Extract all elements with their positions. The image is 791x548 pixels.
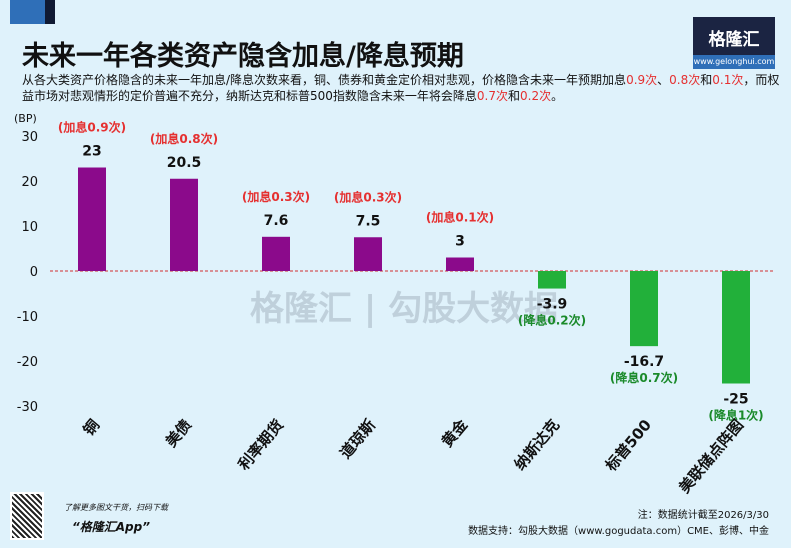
annotation: (加息0.3次) [242, 189, 310, 204]
annotation: (降息1次) [708, 408, 763, 423]
y-tick-label: 20 [21, 175, 38, 190]
y-tick-label: 30 [21, 130, 38, 145]
data-label: -3.9 [537, 297, 568, 313]
annotation: (加息0.1次) [426, 210, 494, 225]
annotation: (加息0.8次) [150, 131, 218, 146]
subtitle: 从各大类资产价格隐含的未来一年加息/降息次数来看，铜、债券和黄金定价相对悲观，价… [22, 73, 780, 103]
y-tick-label: -30 [17, 400, 38, 415]
corner-decoration [45, 0, 55, 24]
x-tick-label: 美联储点阵图 [675, 416, 747, 497]
data-label: 23 [82, 144, 101, 160]
data-source: 数据支持：勾股大数据（www.gogudata.com）CME、彭博、中金 [468, 526, 769, 537]
bar [630, 271, 658, 347]
x-tick-label: 铜 [80, 416, 103, 439]
data-label: -16.7 [624, 354, 664, 370]
y-tick-label: -10 [17, 310, 38, 325]
x-tick-label: 标普500 [601, 416, 655, 475]
data-label: 20.5 [167, 155, 202, 171]
bar [354, 237, 382, 271]
data-note: 注：数据统计截至2026/3/30 [637, 510, 769, 521]
y-tick-label: -20 [17, 355, 38, 370]
x-tick-label: 美债 [162, 416, 195, 451]
x-tick-label: 黄金 [438, 415, 472, 450]
qr-code [10, 492, 44, 540]
x-tick-label: 纳斯达克 [511, 416, 563, 474]
qr-caption: 了解更多图文干货，扫码下载 [64, 503, 168, 512]
annotation: (加息0.9次) [58, 120, 126, 135]
x-tick-label: 利率期货 [235, 416, 287, 474]
page-title: 未来一年各类资产隐含加息/降息预期 [22, 41, 464, 72]
bar [538, 271, 566, 289]
data-label: 7.5 [356, 213, 381, 229]
bar [446, 257, 474, 271]
annotation: (降息0.2次) [518, 313, 586, 328]
bar [262, 236, 290, 271]
app-name: “格隆汇App” [72, 520, 150, 534]
data-label: -25 [723, 392, 748, 408]
y-tick-label: 10 [21, 220, 38, 235]
annotation: (降息0.7次) [610, 370, 678, 385]
bar [722, 271, 750, 384]
data-label: 3 [455, 234, 465, 250]
x-tick-label: 道琼斯 [336, 416, 379, 462]
y-tick-label: 0 [30, 265, 38, 280]
annotation: (加息0.3次) [334, 189, 402, 204]
y-axis-label: (BP) [14, 112, 37, 125]
data-label: 7.6 [264, 213, 289, 229]
watermark: 格隆汇 | 勾股大数据 [250, 289, 558, 329]
logo: 格隆汇 www.gelonghui.com [693, 17, 775, 69]
bar [170, 178, 198, 271]
bar [78, 167, 106, 271]
